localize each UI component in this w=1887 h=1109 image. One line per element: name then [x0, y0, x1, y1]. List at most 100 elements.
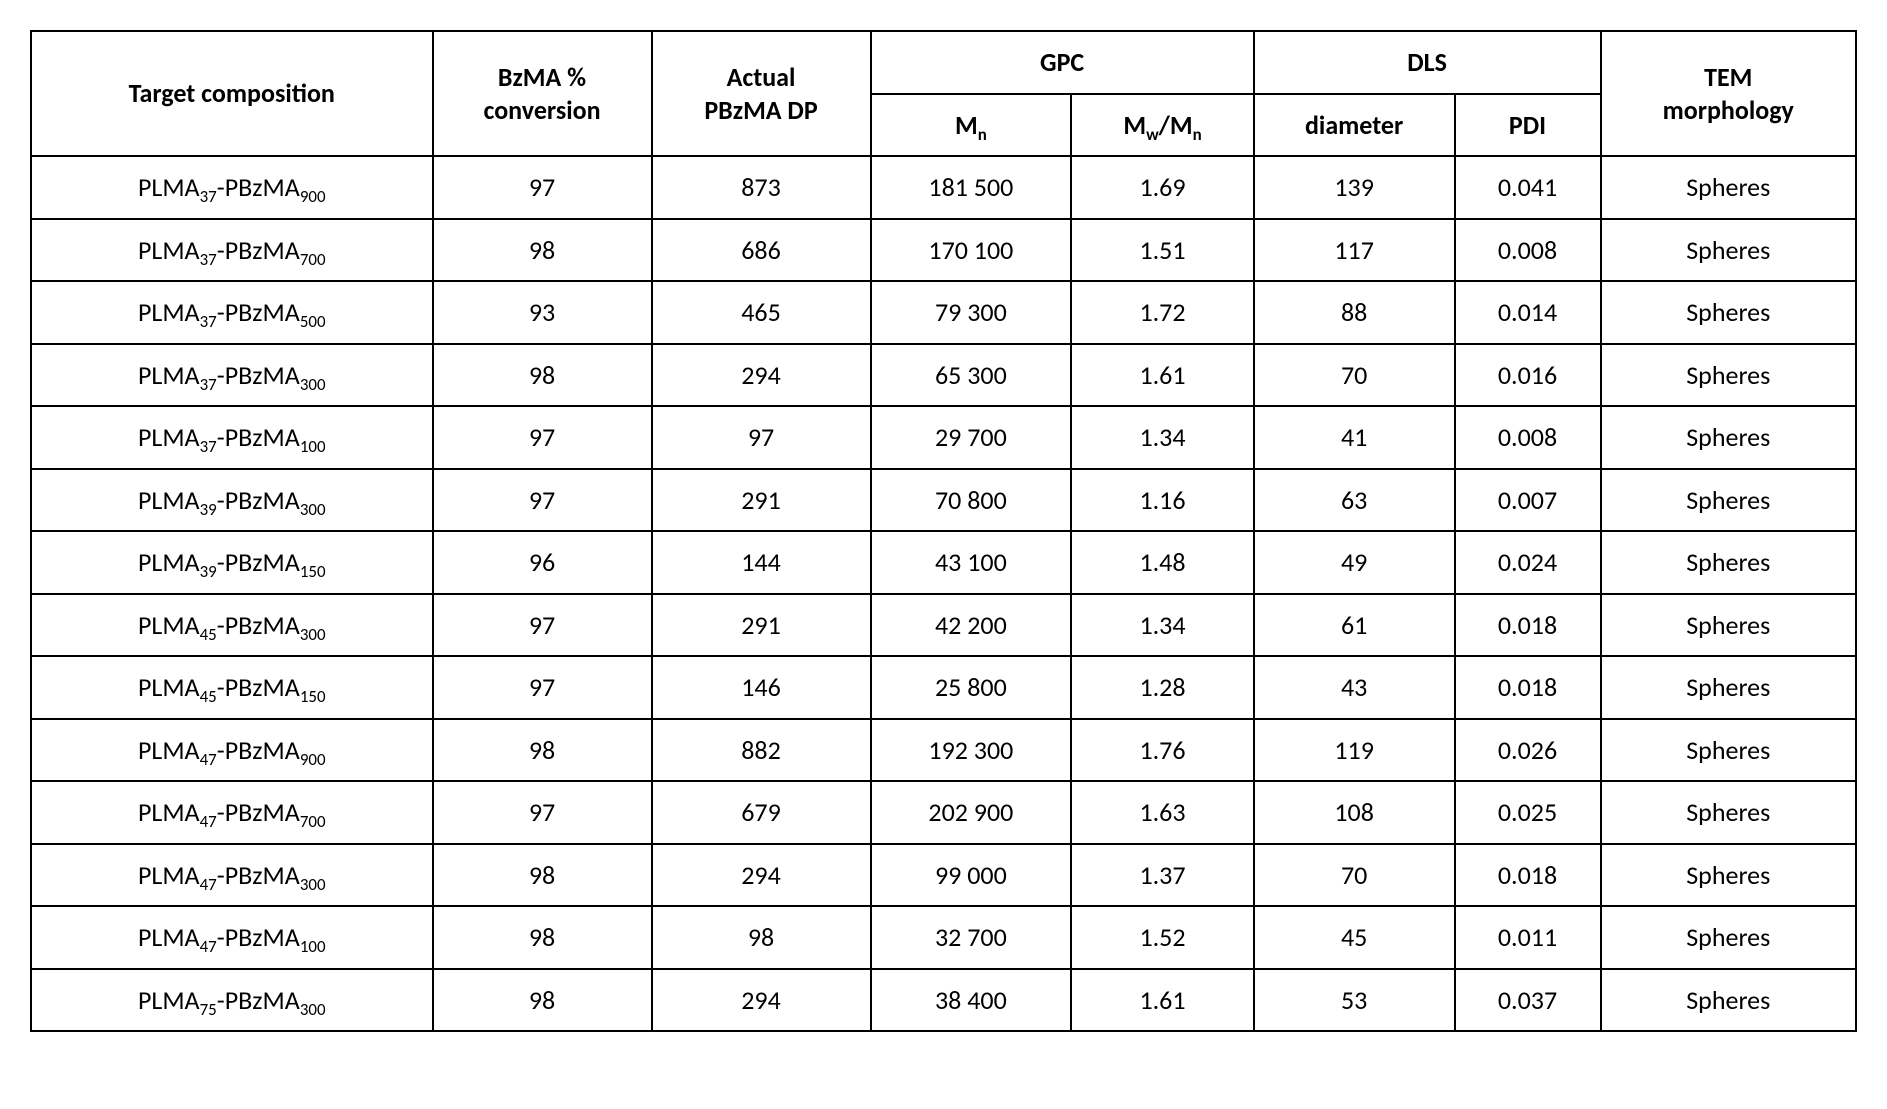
composition-dash: - [217, 484, 225, 516]
cell-pdi: 0.016 [1455, 344, 1601, 407]
pbzma-base: PBzMA [225, 734, 300, 766]
cell-tem: Spheres [1601, 281, 1857, 344]
table-row: PLMA47-PBzMA90098882192 3001.761190.026S… [31, 719, 1856, 782]
cell-tem: Spheres [1601, 219, 1857, 282]
plma-base: PLMA [138, 984, 200, 1016]
table-row: PLMA37-PBzMA90097873181 5001.691390.041S… [31, 156, 1856, 219]
plma-sub: 75 [200, 999, 217, 1020]
cell-dp: 294 [652, 344, 871, 407]
table-body: PLMA37-PBzMA90097873181 5001.691390.041S… [31, 156, 1856, 1031]
table-row: PLMA39-PBzMA3009729170 8001.16630.007Sph… [31, 469, 1856, 532]
cell-diameter: 70 [1254, 344, 1455, 407]
plma-base: PLMA [138, 734, 200, 766]
table-row: PLMA37-PBzMA3009829465 3001.61700.016Sph… [31, 344, 1856, 407]
cell-pdi: 0.041 [1455, 156, 1601, 219]
cell-tem: Spheres [1601, 594, 1857, 657]
composition-dash: - [217, 609, 225, 641]
cell-dp: 146 [652, 656, 871, 719]
plma-base: PLMA [138, 171, 200, 203]
cell-composition: PLMA47-PBzMA100 [31, 906, 433, 969]
pbzma-sub: 900 [300, 186, 326, 207]
cell-pdi: 0.037 [1455, 969, 1601, 1032]
plma-sub: 45 [200, 686, 217, 707]
cell-tem: Spheres [1601, 406, 1857, 469]
plma-base: PLMA [138, 359, 200, 391]
plma-base: PLMA [138, 484, 200, 516]
conversion-line2: conversion [483, 94, 600, 126]
cell-dp: 97 [652, 406, 871, 469]
cell-diameter: 61 [1254, 594, 1455, 657]
pbzma-sub: 500 [300, 311, 326, 332]
cell-mn: 42 200 [871, 594, 1072, 657]
pbzma-base: PBzMA [225, 234, 300, 266]
plma-sub: 45 [200, 624, 217, 645]
composition-dash: - [217, 359, 225, 391]
cell-diameter: 119 [1254, 719, 1455, 782]
composition-dash: - [217, 984, 225, 1016]
cell-conversion: 98 [433, 344, 652, 407]
cell-pdi: 0.025 [1455, 781, 1601, 844]
composition-dash: - [217, 734, 225, 766]
pbzma-sub: 700 [300, 249, 326, 270]
cell-composition: PLMA45-PBzMA150 [31, 656, 433, 719]
mn-prefix: M [955, 109, 978, 141]
composition-dash: - [217, 296, 225, 328]
plma-base: PLMA [138, 421, 200, 453]
cell-pdi: 0.018 [1455, 844, 1601, 907]
cell-mn: 181 500 [871, 156, 1072, 219]
pbzma-base: PBzMA [225, 609, 300, 641]
cell-mwmn: 1.63 [1071, 781, 1254, 844]
cell-diameter: 108 [1254, 781, 1455, 844]
cell-conversion: 97 [433, 469, 652, 532]
plma-sub: 37 [200, 436, 217, 457]
pbzma-sub: 300 [300, 499, 326, 520]
cell-tem: Spheres [1601, 906, 1857, 969]
table-row: PLMA37-PBzMA70098686170 1001.511170.008S… [31, 219, 1856, 282]
plma-base: PLMA [138, 796, 200, 828]
cell-conversion: 96 [433, 531, 652, 594]
tem-line2: morphology [1663, 94, 1794, 126]
cell-diameter: 70 [1254, 844, 1455, 907]
col-header-gpc: GPC [871, 31, 1254, 94]
table-header: Target composition BzMA % conversion Act… [31, 31, 1856, 156]
cell-conversion: 97 [433, 156, 652, 219]
cell-mwmn: 1.37 [1071, 844, 1254, 907]
cell-pdi: 0.011 [1455, 906, 1601, 969]
cell-mn: 29 700 [871, 406, 1072, 469]
cell-mn: 99 000 [871, 844, 1072, 907]
pbzma-base: PBzMA [225, 171, 300, 203]
col-header-mn: Mn [871, 94, 1072, 157]
composition-dash: - [217, 546, 225, 578]
pbzma-sub: 100 [300, 936, 326, 957]
cell-composition: PLMA75-PBzMA300 [31, 969, 433, 1032]
composition-dash: - [217, 234, 225, 266]
cell-tem: Spheres [1601, 469, 1857, 532]
cell-conversion: 97 [433, 406, 652, 469]
cell-composition: PLMA37-PBzMA300 [31, 344, 433, 407]
plma-base: PLMA [138, 296, 200, 328]
cell-conversion: 93 [433, 281, 652, 344]
cell-mn: 38 400 [871, 969, 1072, 1032]
cell-mwmn: 1.69 [1071, 156, 1254, 219]
cell-mwmn: 1.34 [1071, 406, 1254, 469]
cell-mwmn: 1.28 [1071, 656, 1254, 719]
table-row: PLMA45-PBzMA1509714625 8001.28430.018Sph… [31, 656, 1856, 719]
pbzma-base: PBzMA [225, 671, 300, 703]
cell-mn: 202 900 [871, 781, 1072, 844]
table-row: PLMA37-PBzMA5009346579 3001.72880.014Sph… [31, 281, 1856, 344]
pbzma-base: PBzMA [225, 546, 300, 578]
pbzma-base: PBzMA [225, 859, 300, 891]
cell-tem: Spheres [1601, 844, 1857, 907]
plma-sub: 39 [200, 561, 217, 582]
composition-dash: - [217, 796, 225, 828]
composition-dash: - [217, 671, 225, 703]
col-header-composition: Target composition [31, 31, 433, 156]
table-row: PLMA39-PBzMA1509614443 1001.48490.024Sph… [31, 531, 1856, 594]
cell-dp: 294 [652, 969, 871, 1032]
pbzma-sub: 700 [300, 811, 326, 832]
cell-mn: 32 700 [871, 906, 1072, 969]
pbzma-sub: 300 [300, 374, 326, 395]
mn2-prefix: M [1170, 109, 1193, 141]
table-row: PLMA47-PBzMA70097679202 9001.631080.025S… [31, 781, 1856, 844]
composition-dash: - [217, 859, 225, 891]
